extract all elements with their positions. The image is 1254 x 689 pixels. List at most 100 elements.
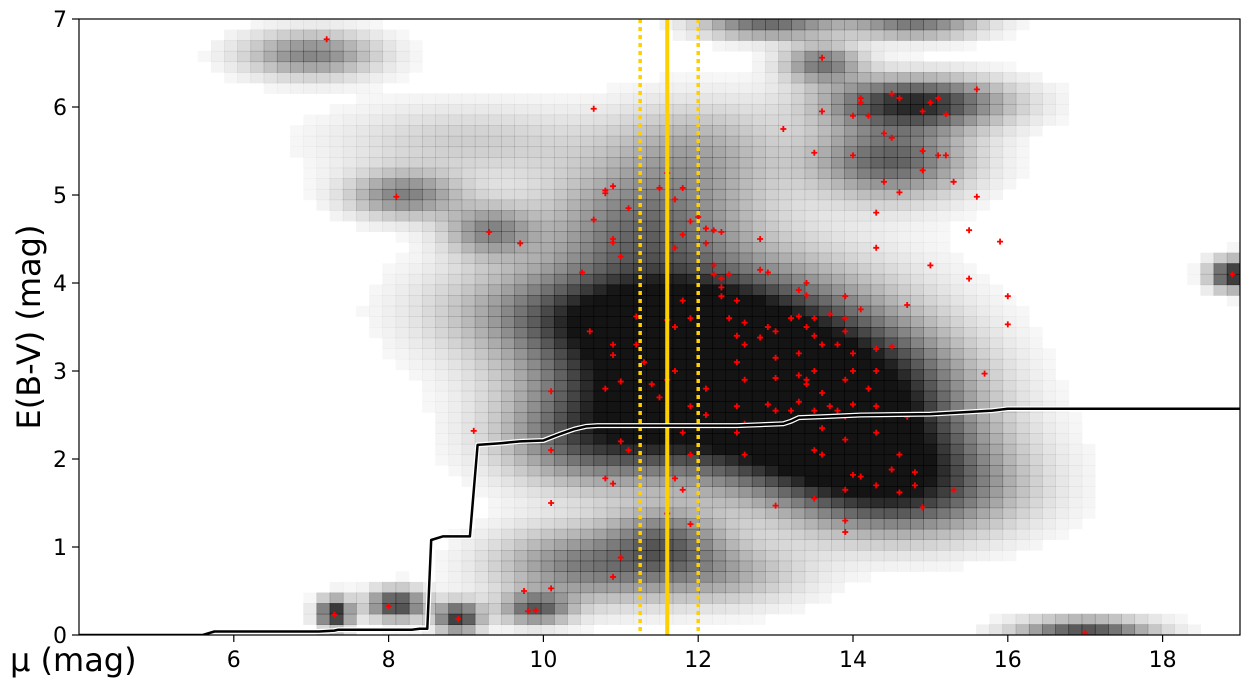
heatmap-cell <box>963 210 977 221</box>
heatmap-cell <box>857 316 872 328</box>
heatmap-cell <box>501 284 515 296</box>
heatmap-cell <box>540 327 555 339</box>
heatmap-cell <box>672 135 687 148</box>
heatmap-cell <box>817 188 832 201</box>
heatmap-cell <box>949 178 964 190</box>
heatmap-cell <box>738 358 753 371</box>
heatmap-cell <box>804 571 819 583</box>
heatmap-cell <box>844 337 858 349</box>
heatmap-cell <box>435 592 450 604</box>
heatmap-cell <box>751 125 766 137</box>
heatmap-cell <box>976 465 990 477</box>
heatmap-cell <box>804 125 819 137</box>
heatmap-cell <box>514 273 529 286</box>
heatmap-cell <box>646 146 661 158</box>
heatmap-cell <box>316 613 331 625</box>
data-point <box>873 429 880 436</box>
heatmap-cell <box>765 465 779 477</box>
heatmap-cell <box>540 167 555 179</box>
heatmap-cell <box>487 146 502 158</box>
heatmap-cell <box>1002 358 1017 371</box>
heatmap-cell <box>989 82 1004 94</box>
heatmap-cell <box>765 528 779 541</box>
heatmap-cell <box>791 114 806 126</box>
heatmap-cell <box>1068 486 1083 498</box>
heatmap-cell <box>870 284 885 296</box>
heatmap-cell <box>448 433 463 445</box>
heatmap-cell <box>989 518 1004 530</box>
heatmap-cell <box>633 603 647 615</box>
heatmap-cell <box>1015 539 1030 551</box>
heatmap-cell <box>870 263 885 275</box>
heatmap-cell <box>1002 19 1017 31</box>
heatmap-cell <box>487 358 502 371</box>
heatmap-cell <box>870 443 885 456</box>
heatmap-cell <box>738 603 753 615</box>
heatmap-cell <box>553 199 568 211</box>
heatmap-cell <box>619 380 634 392</box>
heatmap-cell <box>567 390 581 402</box>
heatmap-cell <box>250 50 265 63</box>
heatmap-cell <box>989 93 1004 105</box>
data-point <box>819 425 826 432</box>
heatmap-cell <box>606 273 621 286</box>
heatmap-cell <box>712 316 727 328</box>
heatmap-cell <box>883 507 898 519</box>
heatmap-cell <box>778 199 793 211</box>
heatmap-cell <box>844 358 858 371</box>
data-point <box>393 193 400 200</box>
heatmap-cell <box>804 19 819 31</box>
heatmap-cell <box>329 188 344 201</box>
heatmap-cell <box>699 581 713 594</box>
heatmap-cell <box>817 93 832 105</box>
heatmap-cell <box>514 231 529 243</box>
heatmap-cell <box>738 560 753 572</box>
data-point <box>819 108 826 115</box>
heatmap-cell <box>1042 380 1056 392</box>
heatmap-cell <box>883 252 898 264</box>
heatmap-cell <box>857 337 872 349</box>
heatmap-cell <box>1028 475 1043 487</box>
heatmap-cell <box>369 613 384 625</box>
heatmap-cell <box>910 411 924 424</box>
heatmap-cell <box>395 337 410 349</box>
heatmap-cell <box>936 443 951 456</box>
heatmap-cell <box>1002 82 1017 94</box>
heatmap-cell <box>725 496 740 509</box>
heatmap-cell <box>553 103 568 116</box>
heatmap-cell <box>474 624 489 635</box>
heatmap-cell <box>1082 444 1096 455</box>
heatmap-cell <box>962 465 977 477</box>
heatmap-cell <box>844 465 858 477</box>
heatmap-cell <box>501 263 515 275</box>
heatmap-cell <box>1002 507 1017 519</box>
heatmap-cell <box>1015 125 1030 137</box>
heatmap-cell <box>580 624 594 635</box>
data-point <box>548 388 555 395</box>
heatmap-cell <box>883 496 898 509</box>
heatmap-cell <box>303 29 318 41</box>
heatmap-cell <box>567 220 581 233</box>
heatmap-cell <box>1042 82 1056 94</box>
heatmap-cell <box>501 358 515 371</box>
heatmap-cell <box>1015 422 1030 434</box>
heatmap-cell <box>870 348 885 360</box>
heatmap-cell <box>461 263 476 275</box>
heatmap-cell <box>276 61 291 73</box>
heatmap-cell <box>672 146 687 158</box>
heatmap-cell <box>342 613 357 625</box>
heatmap-cell <box>791 305 806 317</box>
heatmap-cell <box>883 454 898 466</box>
heatmap-cell <box>646 507 661 519</box>
heatmap-cell <box>487 581 502 594</box>
heatmap-cell <box>435 454 449 465</box>
heatmap-cell <box>685 135 700 148</box>
heatmap-cell <box>514 263 529 275</box>
heatmap-cell <box>1068 423 1082 434</box>
heatmap-cell <box>672 433 687 445</box>
heatmap-cell <box>883 390 898 402</box>
heatmap-cell <box>395 40 410 52</box>
heatmap-cell <box>936 135 951 148</box>
heatmap-cell <box>765 571 779 583</box>
heatmap-cell <box>210 61 225 73</box>
